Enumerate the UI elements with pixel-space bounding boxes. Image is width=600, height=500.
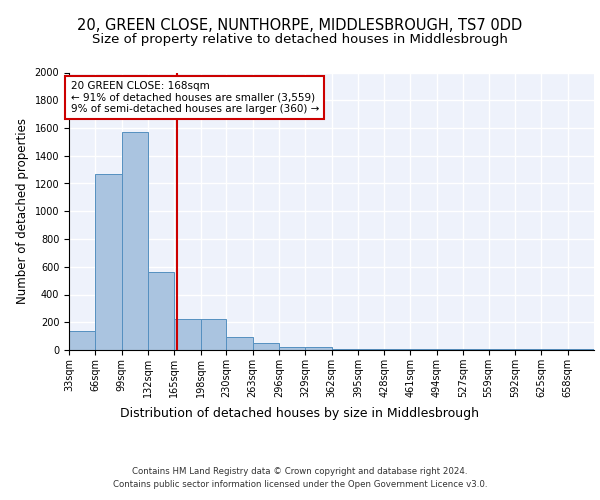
Text: Distribution of detached houses by size in Middlesbrough: Distribution of detached houses by size … [121, 408, 479, 420]
Bar [253, 343, 279, 350]
Bar [200, 320, 226, 350]
Text: Contains HM Land Registry data © Crown copyright and database right 2024.: Contains HM Land Registry data © Crown c… [132, 468, 468, 476]
Bar [175, 320, 200, 350]
Text: 20 GREEN CLOSE: 168sqm
← 91% of detached houses are smaller (3,559)
9% of semi-d: 20 GREEN CLOSE: 168sqm ← 91% of detached… [71, 81, 319, 114]
Bar [122, 132, 148, 350]
Text: Size of property relative to detached houses in Middlesbrough: Size of property relative to detached ho… [92, 32, 508, 46]
Y-axis label: Number of detached properties: Number of detached properties [16, 118, 29, 304]
Text: Contains public sector information licensed under the Open Government Licence v3: Contains public sector information licen… [113, 480, 487, 489]
Bar [279, 346, 305, 350]
Bar [148, 272, 175, 350]
Bar [305, 347, 331, 350]
Bar [95, 174, 122, 350]
Bar [69, 330, 95, 350]
Text: 20, GREEN CLOSE, NUNTHORPE, MIDDLESBROUGH, TS7 0DD: 20, GREEN CLOSE, NUNTHORPE, MIDDLESBROUG… [77, 18, 523, 32]
Bar [226, 337, 253, 350]
